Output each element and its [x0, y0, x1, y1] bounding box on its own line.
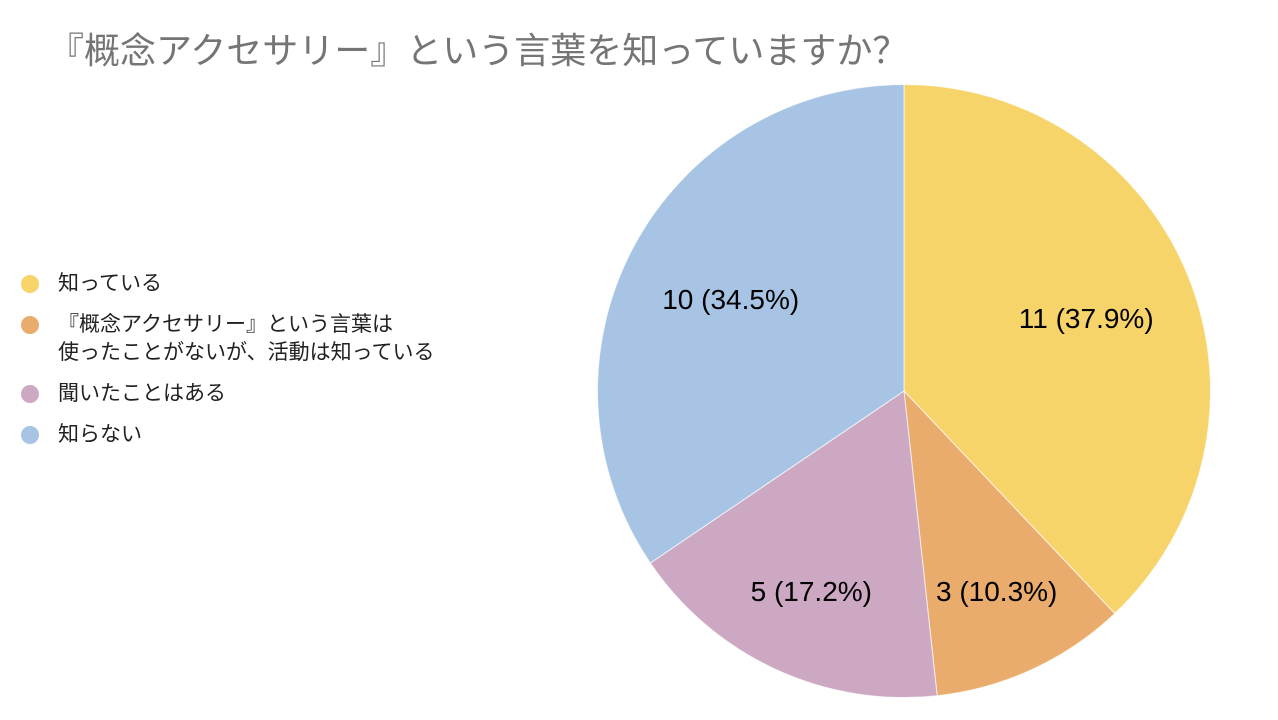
- pie-slice-3[interactable]: [649, 390, 938, 698]
- legend-item-4: 知らない: [21, 421, 435, 449]
- pie-slice-1[interactable]: [903, 84, 1211, 615]
- legend-label: 知らない: [58, 423, 142, 446]
- legend-item-1: 知っている: [21, 270, 435, 298]
- slice-label: 10 (34.5%): [662, 284, 799, 315]
- legend-swatch-icon: [21, 426, 39, 444]
- pie-slice-4[interactable]: [597, 84, 905, 564]
- chart-title: 『概念アクセサリー』という言葉を知っていますか？: [48, 30, 909, 71]
- pie-chart: 11 (37.9%) 3 (10.3%) 5 (17.2%) 10 (34.5%): [597, 84, 1211, 698]
- legend: 知っている『概念アクセサリー』という言葉は 使ったことがないが、活動は知っている…: [21, 270, 435, 462]
- slice-label: 5 (17.2%): [751, 576, 872, 607]
- legend-swatch-icon: [21, 316, 39, 334]
- legend-label: 『概念アクセサリー』という言葉は 使ったことがないが、活動は知っている: [58, 313, 435, 364]
- slice-label: 3 (10.3%): [936, 576, 1057, 607]
- slice-label: 11 (37.9%): [1019, 303, 1154, 334]
- legend-swatch-icon: [21, 385, 39, 403]
- legend-label: 聞いたことはある: [58, 382, 226, 405]
- legend-item-2: 『概念アクセサリー』という言葉は 使ったことがないが、活動は知っている: [21, 311, 435, 367]
- pie-slice-2[interactable]: [903, 389, 1116, 697]
- legend-label: 知っている: [58, 272, 162, 295]
- legend-swatch-icon: [21, 275, 39, 293]
- legend-item-3: 聞いたことはある: [21, 380, 435, 408]
